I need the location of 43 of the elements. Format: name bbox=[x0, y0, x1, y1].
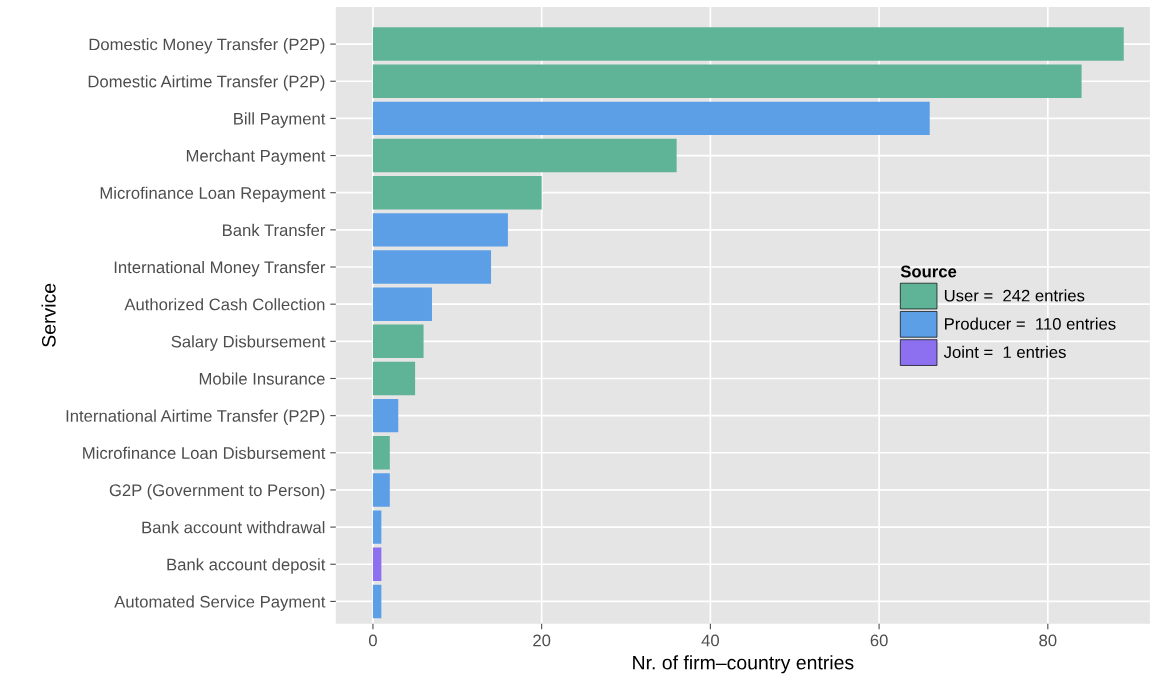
y-tick-label: Bill Payment bbox=[234, 112, 326, 128]
bar bbox=[372, 101, 930, 136]
bar bbox=[372, 250, 492, 284]
x-tick-label: 20 bbox=[533, 634, 551, 647]
bar bbox=[372, 175, 542, 210]
bar bbox=[372, 64, 1082, 98]
y-tick-label: Domestic Airtime Transfer (P2P) bbox=[88, 75, 325, 91]
legend-label: Joint = 1 entries bbox=[943, 345, 1066, 359]
y-tick-label: Bank Transfer bbox=[223, 223, 326, 237]
x-tick-label: 60 bbox=[870, 634, 888, 647]
bar bbox=[372, 510, 382, 544]
legend-title: Source bbox=[900, 265, 957, 278]
x-axis-title: Nr. of firm–country entries bbox=[633, 655, 854, 674]
y-tick-label: International Money Transfer bbox=[114, 260, 326, 277]
y-tick-label: Microfinance Loan Disbursement bbox=[83, 446, 326, 459]
bar bbox=[372, 436, 390, 470]
y-tick-label: Domestic Money Transfer (P2P) bbox=[89, 38, 325, 54]
bar bbox=[372, 287, 432, 321]
y-tick-label: Authorized Cash Collection bbox=[124, 298, 325, 311]
y-tick-label: Merchant Payment bbox=[186, 149, 326, 166]
x-tick-label: 40 bbox=[701, 634, 719, 647]
legend-label: User = 242 entries bbox=[944, 289, 1085, 302]
bar bbox=[372, 584, 382, 619]
y-tick-label: Automated Service Payment bbox=[114, 595, 326, 611]
bar bbox=[372, 27, 1124, 61]
y-tick-label: G2P (Government to Person) bbox=[109, 483, 325, 500]
bar bbox=[372, 324, 424, 359]
bar bbox=[372, 547, 382, 581]
y-tick-label: Salary Disbursement bbox=[171, 335, 326, 351]
y-axis-title: Service bbox=[41, 283, 56, 347]
y-tick-label: Microfinance Loan Repayment bbox=[100, 186, 326, 203]
bar bbox=[372, 138, 677, 173]
x-tick-label: 0 bbox=[368, 634, 377, 647]
x-tick-label: 80 bbox=[1039, 634, 1057, 647]
bar bbox=[372, 361, 416, 396]
y-tick-label: Mobile Insurance bbox=[199, 372, 325, 385]
bar bbox=[372, 473, 390, 507]
y-tick-label: International Airtime Transfer (P2P) bbox=[66, 409, 325, 426]
y-tick-label: Bank account withdrawal bbox=[142, 521, 325, 534]
legend-label: Producer = 110 entries bbox=[945, 317, 1116, 330]
bar bbox=[372, 398, 399, 433]
bar bbox=[372, 213, 508, 247]
y-tick-label: Bank account deposit bbox=[167, 558, 326, 574]
